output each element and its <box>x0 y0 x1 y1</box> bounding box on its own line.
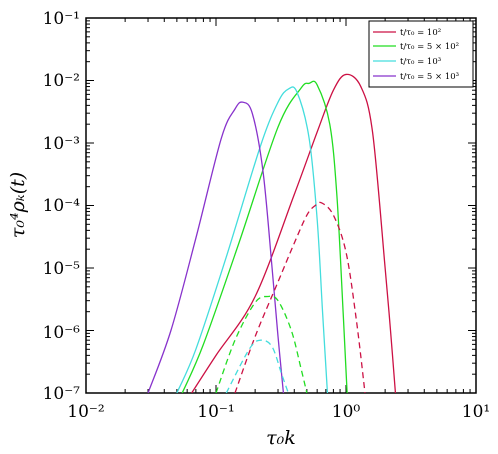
series-line-4 <box>234 201 366 393</box>
series-group <box>147 73 397 393</box>
x-axis-title: τ₀k <box>266 427 296 449</box>
legend-label: t/τ₀ = 5 × 10² <box>400 42 459 52</box>
y-tick-label: 10⁻² <box>43 71 80 91</box>
x-tick-labels: 10⁻² 10⁻¹ 10⁰ 10¹ <box>67 402 490 422</box>
y-axis-title: τ₀⁴ρₖ(t) <box>7 172 29 238</box>
series-line-0 <box>191 73 397 393</box>
series-line-5 <box>215 295 308 393</box>
x-tick-label: 10⁰ <box>332 402 361 422</box>
x-tick-label: 10⁻² <box>67 402 104 422</box>
y-tick-label: 10⁻¹ <box>43 9 80 29</box>
x-tick-label: 10⁻¹ <box>197 402 234 422</box>
legend-label: t/τ₀ = 10³ <box>400 57 441 67</box>
series-line-1 <box>181 80 348 393</box>
legend: t/τ₀ = 10² t/τ₀ = 5 × 10² t/τ₀ = 10³ t/τ… <box>368 20 474 88</box>
y-tick-label: 10⁻⁷ <box>43 384 81 404</box>
y-tick-label: 10⁻⁴ <box>43 196 81 216</box>
series-line-6 <box>225 339 289 393</box>
series-line-2 <box>176 86 329 393</box>
y-tick-label: 10⁻³ <box>43 134 80 154</box>
legend-label: t/τ₀ = 10² <box>400 28 441 38</box>
y-tick-label: 10⁻⁶ <box>43 323 81 343</box>
y-tick-label: 10⁻⁵ <box>43 259 81 279</box>
y-tick-labels: 10⁻⁷ 10⁻⁶ 10⁻⁵ 10⁻⁴ 10⁻³ 10⁻² 10⁻¹ <box>43 9 81 404</box>
legend-label: t/τ₀ = 5 × 10³ <box>400 72 459 82</box>
series-line-3 <box>147 101 285 393</box>
x-tick-label: 10¹ <box>462 402 490 422</box>
